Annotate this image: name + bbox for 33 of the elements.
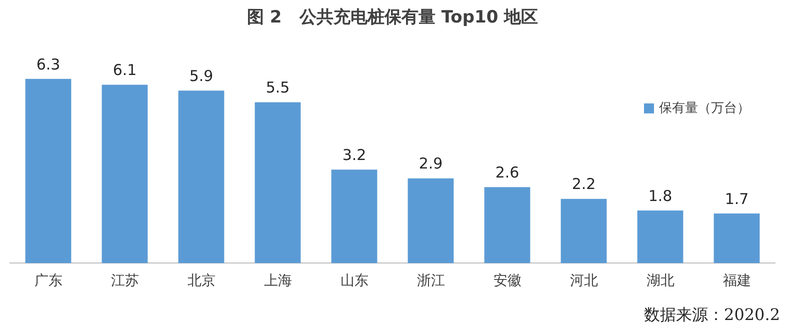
data-label: 6.1 — [112, 61, 137, 80]
data-label: 6.3 — [36, 55, 60, 74]
data-label: 2.9 — [418, 154, 443, 173]
bar — [484, 187, 530, 264]
bar — [254, 102, 301, 264]
chart-title: 图 2 公共充电桩保有量 Top10 地区 — [246, 8, 538, 28]
data-label: 2.6 — [495, 164, 520, 182]
x-tick-label: 安徽 — [493, 273, 522, 290]
data-label: 1.7 — [724, 190, 749, 208]
x-tick-label: 山东 — [340, 273, 368, 290]
x-tick-label: 广东 — [34, 273, 62, 290]
x-tick-label: 福建 — [722, 273, 751, 290]
bar — [560, 198, 607, 264]
x-tick-label: 江苏 — [110, 273, 139, 290]
bar — [102, 84, 148, 264]
bar — [714, 213, 760, 264]
x-tick-label: 河北 — [570, 273, 598, 290]
data-label: 1.8 — [648, 186, 672, 205]
x-tick-label: 北京 — [187, 273, 216, 290]
data-label: 5.9 — [189, 66, 214, 85]
data-label: 5.5 — [266, 78, 290, 97]
bar — [178, 90, 224, 264]
legend-label: 保有量（万台） — [659, 100, 750, 116]
x-tick-label: 湖北 — [646, 273, 674, 290]
bar — [637, 210, 684, 264]
bar — [408, 178, 454, 264]
x-tick-label: 浙江 — [416, 273, 445, 290]
data-label: 2.2 — [572, 175, 596, 194]
source-note: 数据来源：2020.2 — [644, 305, 780, 324]
bar — [331, 170, 378, 264]
bar — [25, 78, 72, 264]
x-tick-label: 上海 — [264, 273, 292, 290]
data-label: 3.2 — [342, 146, 366, 164]
